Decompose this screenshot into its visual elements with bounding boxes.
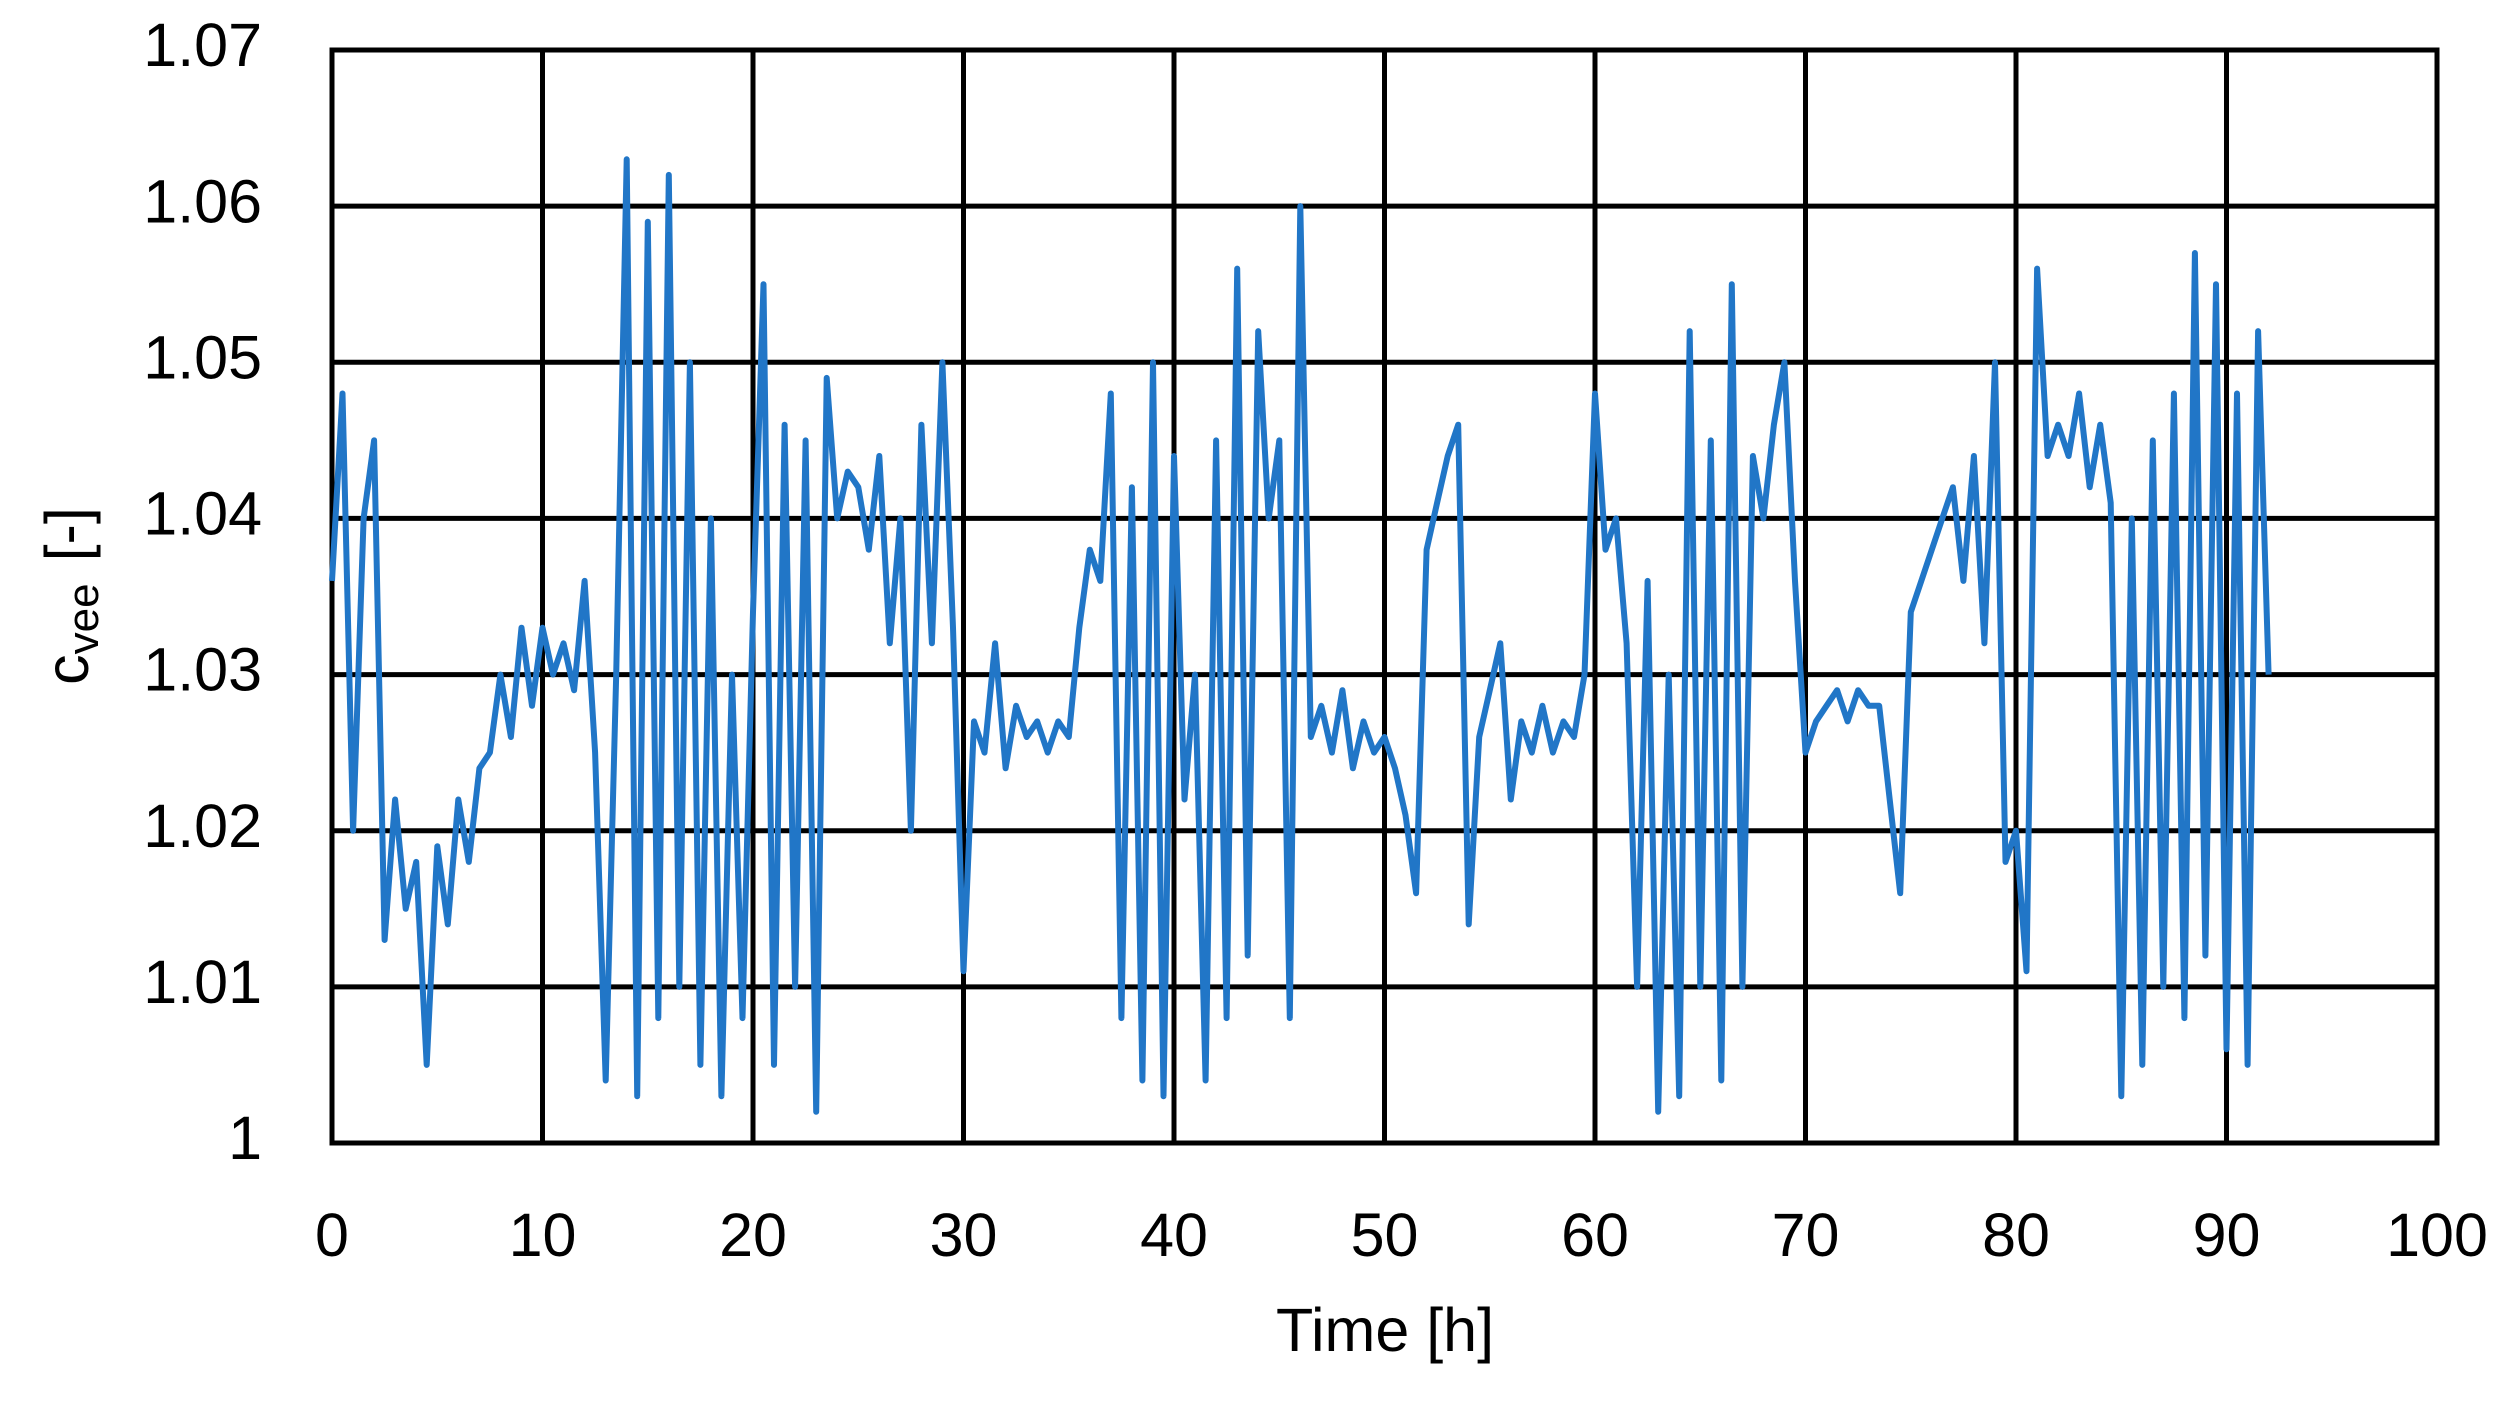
y-label-unit: [-] bbox=[33, 507, 101, 561]
y-tick-label: 1.04 bbox=[143, 480, 262, 548]
x-tick-label: 60 bbox=[1561, 1201, 1629, 1269]
x-tick-label: 50 bbox=[1351, 1201, 1419, 1269]
x-tick-label: 70 bbox=[1772, 1201, 1840, 1269]
plot-frame bbox=[329, 47, 2440, 1146]
x-axis-label: Time [h] bbox=[1276, 1296, 1494, 1364]
y-tick-label: 1.06 bbox=[143, 167, 262, 235]
x-tick-label: 0 bbox=[315, 1201, 349, 1269]
data-line bbox=[329, 156, 2272, 1115]
y-tick-label: 1.05 bbox=[143, 323, 262, 391]
y-tick-label: 1.02 bbox=[143, 792, 262, 860]
x-tick-label: 40 bbox=[1140, 1201, 1208, 1269]
x-tick-label: 20 bbox=[719, 1201, 787, 1269]
y-label-main: c bbox=[33, 654, 101, 685]
y-tick-label: 1.07 bbox=[143, 11, 262, 79]
x-tick-label: 100 bbox=[2386, 1201, 2488, 1269]
x-tick-label: 80 bbox=[1982, 1201, 2050, 1269]
y-tick-label: 1.03 bbox=[143, 636, 262, 704]
y-label-subscript: vee bbox=[59, 583, 108, 654]
y-tick-label: 1 bbox=[228, 1104, 262, 1172]
y-tick-label: 1.01 bbox=[143, 948, 262, 1016]
y-axis-label: cvee [-] bbox=[33, 507, 108, 685]
x-tick-label: 30 bbox=[930, 1201, 998, 1269]
x-tick-label: 90 bbox=[2193, 1201, 2261, 1269]
x-tick-label: 10 bbox=[509, 1201, 577, 1269]
